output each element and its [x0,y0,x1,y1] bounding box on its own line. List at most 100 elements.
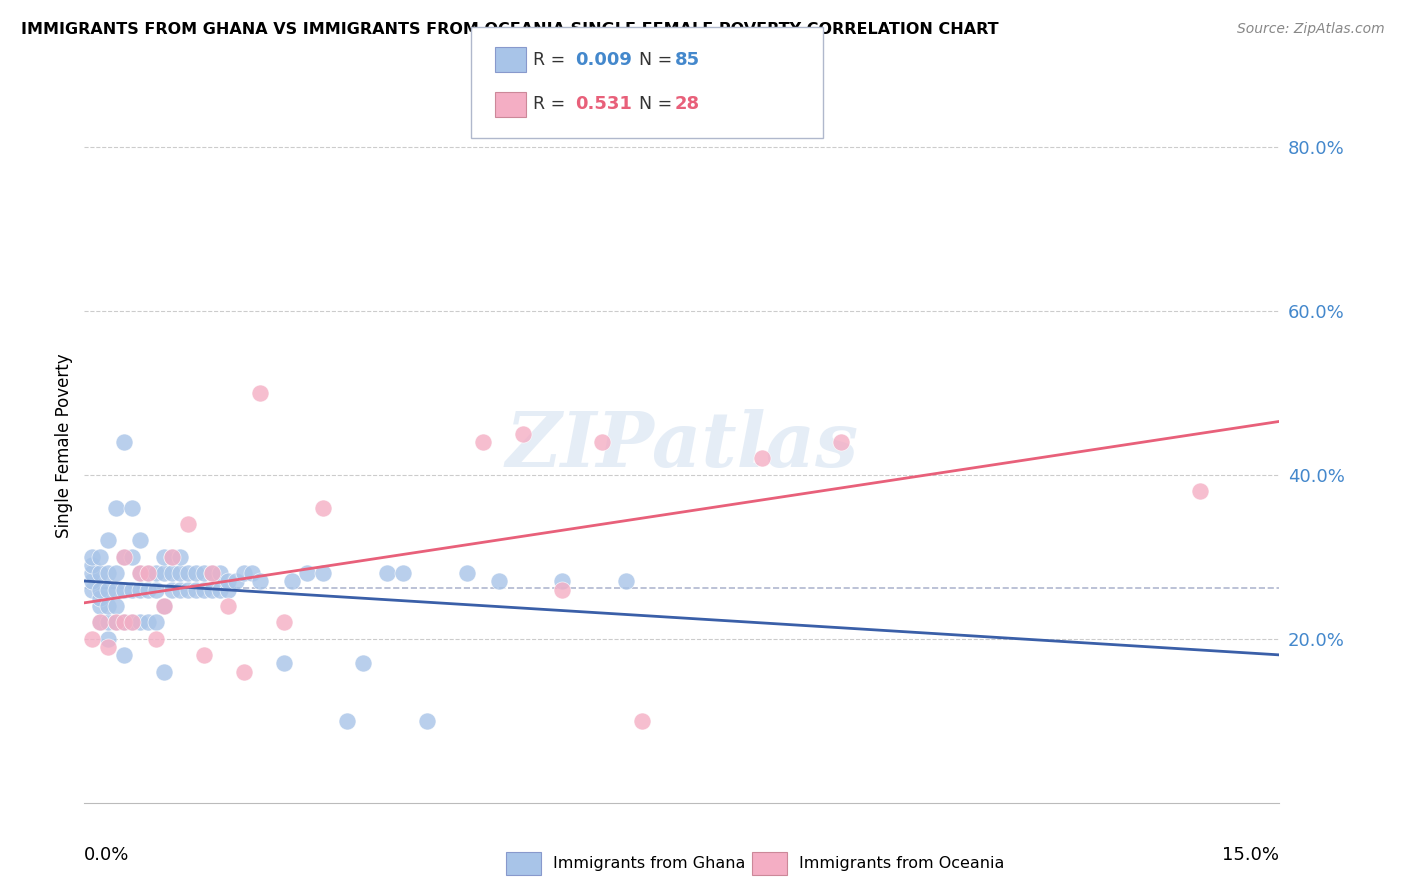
Point [89,615,111,630]
Point [312,500,335,515]
Text: Source: ZipAtlas.com: Source: ZipAtlas.com [1237,22,1385,37]
Point [97,599,120,613]
Point [312,566,335,581]
Point [136,582,159,597]
Point [217,582,239,597]
Point [105,582,128,597]
Point [82,566,104,581]
Point [751,451,773,466]
Point [97,533,120,548]
Y-axis label: Single Female Poverty: Single Female Poverty [55,354,73,538]
Point [121,582,143,597]
Point [145,632,167,646]
Point [160,549,183,564]
Point [121,549,143,564]
Point [112,615,135,630]
Point [112,582,135,597]
Point [217,599,239,613]
Point [153,599,176,613]
Point [160,566,183,581]
Point [82,574,104,589]
Point [240,566,263,581]
Point [201,582,224,597]
Point [136,566,159,581]
Point [1188,484,1211,499]
Point [97,615,120,630]
Point [201,566,224,581]
Point [614,574,637,589]
Point [89,549,111,564]
Point [297,566,319,581]
Point [89,599,111,613]
Point [193,582,215,597]
Point [145,566,167,581]
Point [153,549,176,564]
Point [129,582,152,597]
Point [105,566,128,581]
Text: ZIPatlas: ZIPatlas [505,409,859,483]
Text: R =: R = [533,95,571,113]
Point [177,566,200,581]
Point [121,615,143,630]
Point [121,615,143,630]
Point [97,566,120,581]
Point [89,615,111,630]
Point [193,566,215,581]
Point [193,648,215,662]
Point [830,434,852,449]
Point [631,714,654,728]
Point [392,566,415,581]
Point [129,533,152,548]
Text: 15.0%: 15.0% [1222,846,1279,863]
Text: N =: N = [628,95,678,113]
Point [336,714,359,728]
Point [184,566,207,581]
Point [97,640,120,654]
Point [97,632,120,646]
Point [591,434,613,449]
Point [249,385,271,400]
Point [89,566,111,581]
Point [217,574,239,589]
Point [225,574,247,589]
Point [82,632,104,646]
Point [352,657,374,671]
Text: IMMIGRANTS FROM GHANA VS IMMIGRANTS FROM OCEANIA SINGLE FEMALE POVERTY CORRELATI: IMMIGRANTS FROM GHANA VS IMMIGRANTS FROM… [21,22,998,37]
Point [153,566,176,581]
Point [145,615,167,630]
Point [89,582,111,597]
Point [273,657,295,671]
Point [177,516,200,531]
Text: R =: R = [533,51,571,69]
Point [97,582,120,597]
Point [129,566,152,581]
Point [105,500,128,515]
Point [280,574,302,589]
Point [551,574,574,589]
Point [153,665,176,679]
Point [145,582,167,597]
Point [249,574,271,589]
Point [105,615,128,630]
Point [456,566,478,581]
Point [184,582,207,597]
Point [471,434,494,449]
Point [136,566,159,581]
Point [273,615,295,630]
Point [160,549,183,564]
Point [112,434,135,449]
Point [82,582,104,597]
Point [488,574,510,589]
Point [201,566,224,581]
Point [416,714,439,728]
Point [160,582,183,597]
Point [169,582,191,597]
Point [112,549,135,564]
Point [129,566,152,581]
Point [105,599,128,613]
Point [153,599,176,613]
Point [208,566,231,581]
Point [177,582,200,597]
Point [105,615,128,630]
Point [121,500,143,515]
